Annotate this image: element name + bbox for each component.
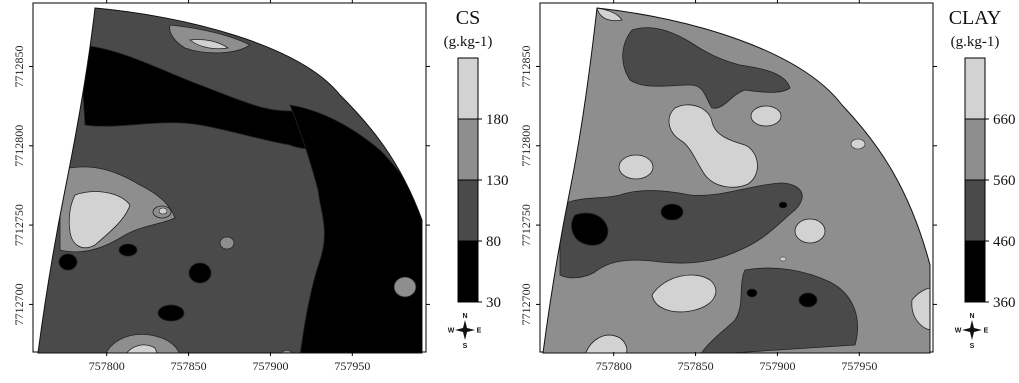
legends-layer: CS (g.kg-1) 30 80 130 180 CLAY (g.kg-1) 360 460 56… [444,7,1016,311]
zone-clay-660-760-south [651,274,717,313]
zone-cs-130-180-spot-2 [219,236,235,250]
zone-clay-360-460-spot-4 [746,288,758,298]
zone-cs-180-230-south [124,344,159,353]
y-tick-label: 7712750 [519,204,533,246]
axes-layer: 757800 757850 757900 757950 7712700 7712750 77… [12,0,937,373]
zone-cs-180-230-west [68,191,131,249]
zone-clay-460-560-north [622,27,791,109]
map-boundary-cs [37,7,423,354]
y-tick-label: 7712700 [519,283,533,325]
legend-swatch [457,240,479,303]
legend-break-label: 80 [486,234,501,250]
compass-letter: N [462,313,467,320]
zone-clay-460-560-middle [559,182,803,279]
compass-letter: S [463,343,468,350]
zone-clay-360-460-spot-3 [798,292,818,308]
zone-cs-30-80-spot-3 [157,304,185,322]
zone-cs-30-80-spot-2 [188,262,212,284]
legend-break-label: 30 [486,295,501,311]
compass-ew-star [962,327,982,333]
legend-swatch [964,118,986,181]
x-tick-label: 757950 [334,359,370,373]
x-tick-label: 757800 [89,359,125,373]
zone-clay-360-460-west [571,212,609,246]
zone-cs-30-80-spot-4 [58,253,78,271]
compass-letter: W [448,328,455,335]
zone-cs-180-230-top [189,39,230,50]
legend-swatch [457,57,479,120]
zone-cs-30-80-east [289,104,422,353]
x-tick-label: 757900 [252,359,288,373]
compass-layer: N E S W N E S W [448,313,989,350]
zone-cs-30-80-spot-1 [118,243,138,257]
legend-break-label: 660 [993,112,1016,128]
north-arrow-icon: N E S W [448,313,482,350]
x-tick-label: 757950 [841,359,877,373]
x-tick-label: 757850 [171,359,207,373]
x-tick-label: 757850 [678,359,714,373]
y-tick-label: 7712800 [519,125,533,167]
legend-unit-label: (g.kg-1) [951,34,1000,50]
legend-swatch [964,57,986,120]
y-tick-label: 7712750 [12,204,26,246]
compass-letter: S [970,343,975,350]
zone-cs-130-180-ne [169,24,251,54]
zone-clay-660-760-spot-5 [779,256,787,262]
zone-clay-660-760-top [596,8,623,22]
zone-clay-460-560-south [699,267,858,353]
zone-clay-660-760-se [911,287,930,331]
map-panel-clay [539,2,934,354]
legend-break-label: 130 [486,173,509,189]
legend-variable-title: CLAY [949,7,1002,29]
compass-letter: E [477,328,482,335]
map-panel-cs [32,2,427,354]
zone-cs-180-230-spot [158,207,168,215]
zone-clay-660-760-spot-4 [850,138,866,150]
legend-break-label: 180 [486,112,509,128]
y-tick-label: 7712850 [12,45,26,87]
legend-break-label: 460 [993,234,1016,250]
y-tick-label: 7712850 [519,45,533,87]
legend-break-label: 560 [993,173,1016,189]
compass-letter: E [984,328,989,335]
legend-swatch [457,179,479,242]
zone-cs-130-180-spot-3 [393,276,417,298]
compass-ew-star [455,327,475,333]
zone-clay-660-760-spot-2 [750,105,782,127]
map-boundary-clay [542,7,931,354]
zone-clay-660-760-spot-3 [794,218,826,244]
zone-clay-360-460-spot-1 [660,203,684,221]
compass-letter: W [955,328,962,335]
zone-clay-360-460-spot-2 [778,201,788,209]
legend-swatch [457,118,479,181]
legend-variable-title: CS [456,7,480,29]
north-arrow-icon: N E S W [955,313,989,350]
compass-letter: N [969,313,974,320]
y-tick-label: 7712800 [12,125,26,167]
x-tick-label: 757800 [596,359,632,373]
legend-swatch [964,179,986,242]
zone-clay-660-760-center [668,104,758,188]
legend-swatch [964,240,986,303]
y-tick-label: 7712700 [12,283,26,325]
x-tick-label: 757900 [759,359,795,373]
zone-clay-660-760-spot-1 [618,154,654,180]
legend-break-label: 360 [993,295,1016,311]
legend-unit-label: (g.kg-1) [444,34,493,50]
map-surface-clay [543,8,930,353]
